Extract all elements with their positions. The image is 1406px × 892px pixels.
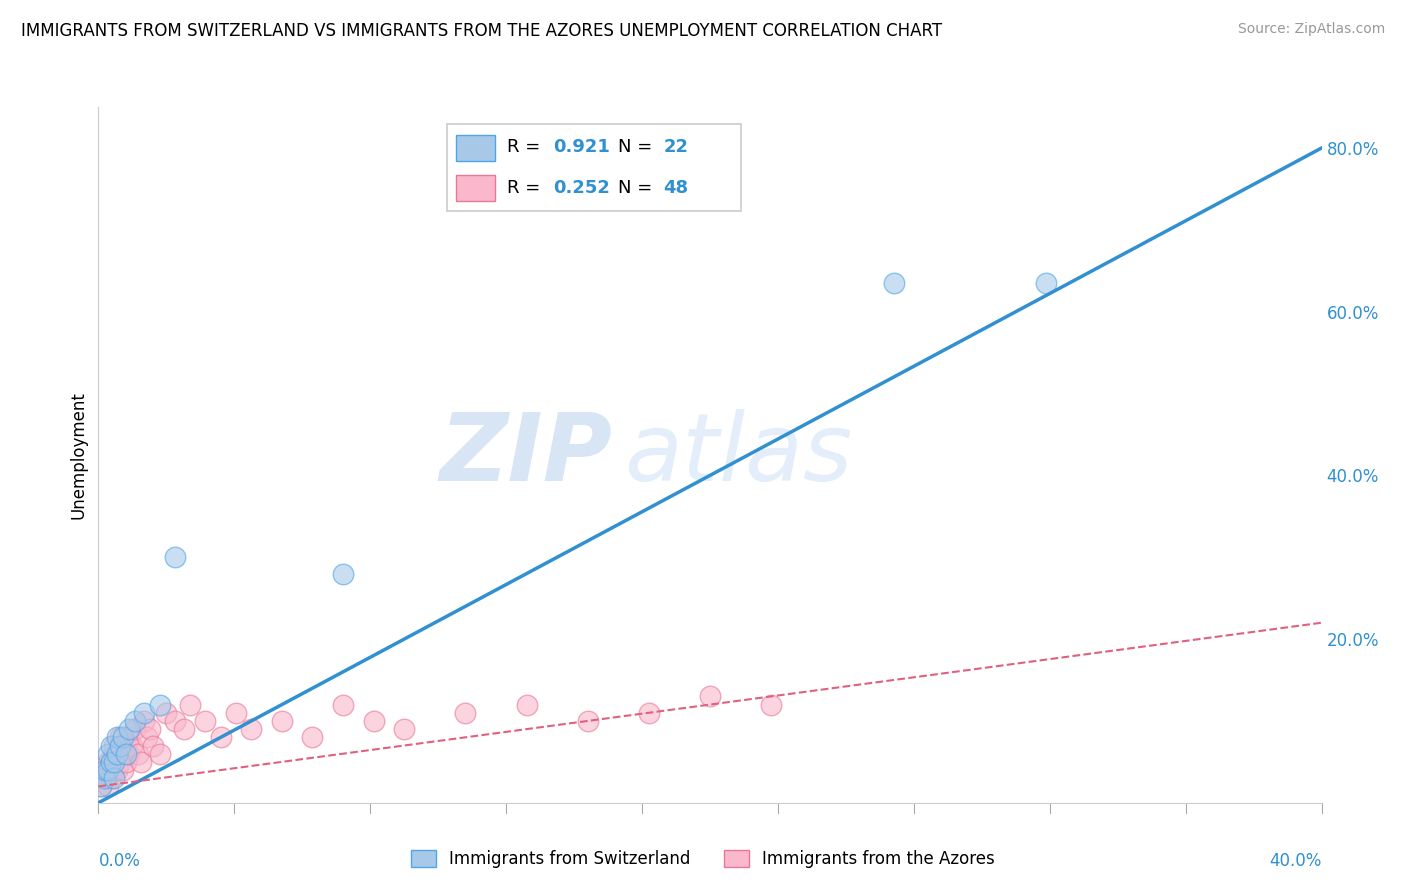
Point <box>105 731 128 745</box>
Point <box>270 714 292 728</box>
Point <box>90 780 112 794</box>
Point <box>105 747 128 761</box>
Point <box>392 722 416 736</box>
Text: 40.0%: 40.0% <box>1270 852 1322 870</box>
Point <box>225 706 247 720</box>
Point <box>240 722 263 736</box>
Text: Source: ZipAtlas.com: Source: ZipAtlas.com <box>1237 22 1385 37</box>
FancyBboxPatch shape <box>456 135 495 161</box>
Point <box>105 763 128 777</box>
Text: 22: 22 <box>664 138 689 156</box>
Point <box>332 566 354 581</box>
Point <box>149 698 172 712</box>
Point <box>194 714 217 728</box>
Point <box>111 739 134 753</box>
Legend: Immigrants from Switzerland, Immigrants from the Azores: Immigrants from Switzerland, Immigrants … <box>405 843 1001 875</box>
Point <box>108 731 131 745</box>
Point <box>124 722 146 736</box>
Point <box>93 763 115 777</box>
Point <box>134 714 156 728</box>
Y-axis label: Unemployment: Unemployment <box>69 391 87 519</box>
FancyBboxPatch shape <box>456 175 495 201</box>
Text: N =: N = <box>619 178 658 197</box>
Point <box>103 747 125 761</box>
Point <box>111 731 134 745</box>
Point <box>103 755 125 769</box>
Point <box>759 698 782 712</box>
Point <box>883 276 905 290</box>
Point <box>454 706 477 720</box>
Point <box>97 755 120 769</box>
Point <box>637 706 661 720</box>
Point <box>363 714 385 728</box>
Text: 48: 48 <box>664 178 689 197</box>
Point <box>149 747 172 761</box>
Point <box>115 739 138 753</box>
Point <box>118 731 141 745</box>
Point <box>155 706 177 720</box>
Point <box>163 550 186 565</box>
Text: 0.252: 0.252 <box>554 178 610 197</box>
Point <box>108 755 131 769</box>
Point <box>100 739 122 753</box>
Point <box>121 739 143 753</box>
FancyBboxPatch shape <box>447 124 741 211</box>
Point <box>332 698 354 712</box>
Text: IMMIGRANTS FROM SWITZERLAND VS IMMIGRANTS FROM THE AZORES UNEMPLOYMENT CORRELATI: IMMIGRANTS FROM SWITZERLAND VS IMMIGRANT… <box>21 22 942 40</box>
Point <box>103 763 125 777</box>
Point <box>97 780 120 794</box>
Point <box>97 747 120 761</box>
Point <box>103 739 125 753</box>
Point <box>129 755 152 769</box>
Point <box>90 780 112 794</box>
Point <box>134 706 156 720</box>
Text: 0.921: 0.921 <box>554 138 610 156</box>
Point <box>111 763 134 777</box>
Point <box>115 747 138 761</box>
Point <box>93 771 115 785</box>
Point <box>115 755 138 769</box>
Point <box>108 739 131 753</box>
Point <box>209 731 232 745</box>
Point <box>118 722 141 736</box>
Point <box>179 698 201 712</box>
Text: 0.0%: 0.0% <box>98 852 141 870</box>
Point <box>301 731 323 745</box>
Point <box>124 714 146 728</box>
Point <box>118 747 141 761</box>
Point <box>1035 276 1057 290</box>
Point <box>516 698 538 712</box>
Point <box>93 771 115 785</box>
Point <box>127 747 149 761</box>
Point <box>100 755 122 769</box>
Point <box>103 771 125 785</box>
Text: R =: R = <box>508 138 546 156</box>
Point <box>699 690 721 704</box>
Point <box>576 714 599 728</box>
Point <box>173 722 195 736</box>
Point <box>163 714 186 728</box>
Point <box>100 755 122 769</box>
Point <box>105 747 128 761</box>
Point <box>100 771 122 785</box>
Point <box>136 731 159 745</box>
Point <box>139 722 162 736</box>
Point <box>93 763 115 777</box>
Text: R =: R = <box>508 178 546 197</box>
Point <box>97 763 120 777</box>
Point <box>142 739 165 753</box>
Text: atlas: atlas <box>624 409 852 500</box>
Text: N =: N = <box>619 138 658 156</box>
Text: ZIP: ZIP <box>439 409 612 501</box>
